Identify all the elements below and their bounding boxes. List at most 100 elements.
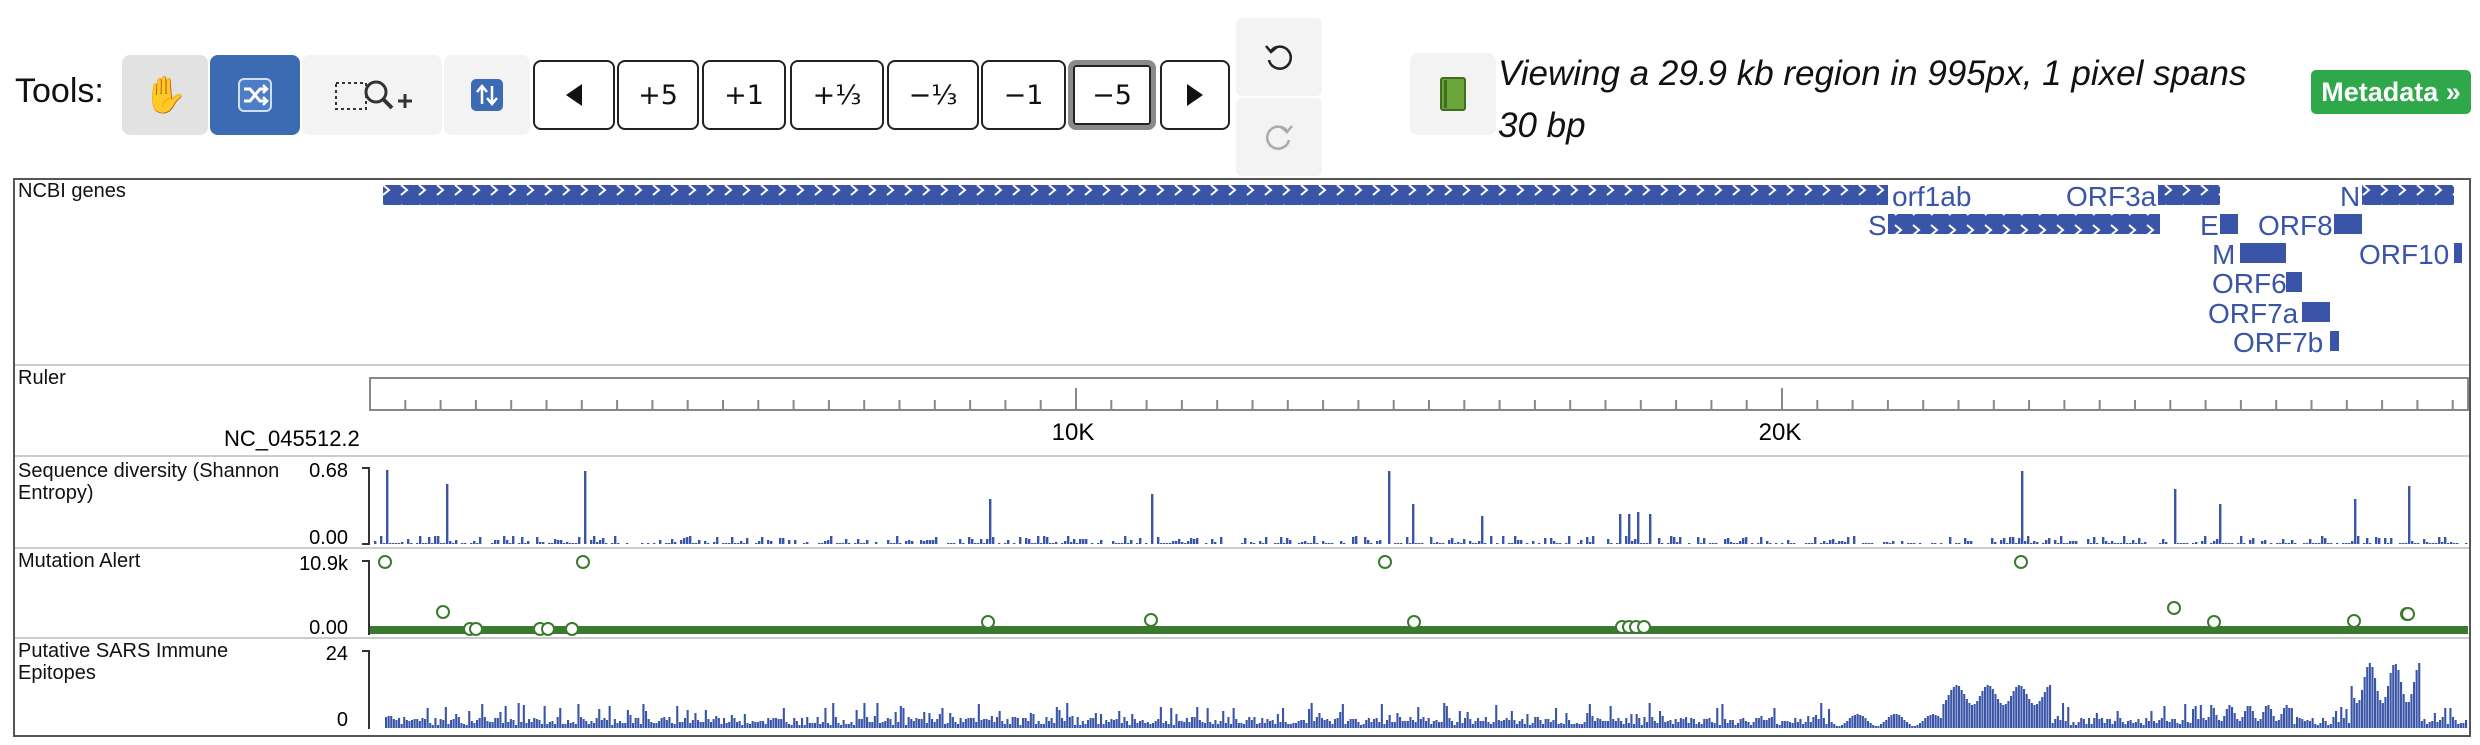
epitope-bar — [1960, 690, 1963, 728]
epitope-bar — [1074, 725, 1077, 728]
diversity-bar — [2165, 542, 2168, 544]
epitope-bar — [2231, 707, 2234, 728]
gene-E[interactable] — [2220, 214, 2238, 234]
epitope-bar — [879, 723, 882, 728]
epitope-bar — [1206, 708, 1209, 728]
diversity-bar — [1184, 543, 1187, 544]
epitope-bar — [429, 723, 432, 728]
pan-tool-button[interactable]: ✋ — [122, 55, 208, 135]
epitope-bar — [736, 722, 739, 728]
zoom-in-1-button[interactable]: +1 — [702, 60, 786, 130]
undo-button[interactable] — [1236, 18, 1322, 96]
zoom-out-third-button[interactable]: −⅓ — [887, 60, 979, 130]
epitope-bar — [2340, 707, 2343, 728]
epitope-bar — [1768, 718, 1771, 728]
separator — [15, 637, 2469, 639]
redo-button[interactable] — [1236, 98, 1322, 176]
zoom-out-5-button[interactable]: −5 — [1068, 60, 1156, 130]
diversity-bar — [1883, 542, 1886, 544]
epitope-bar — [2041, 697, 2044, 728]
swap-button[interactable] — [444, 55, 530, 135]
epitope-bar — [925, 723, 928, 728]
diversity-bar — [848, 543, 851, 544]
epitope-bar — [1924, 718, 1927, 728]
epitope-bar — [863, 703, 866, 728]
epitope-bar — [1061, 718, 1064, 728]
metadata-button[interactable]: Metadata » — [2311, 70, 2471, 114]
diversity-bar — [2141, 543, 2144, 544]
epitope-bar — [2012, 691, 2015, 728]
diversity-bar — [1145, 543, 1148, 544]
epitope-bar — [1937, 716, 1940, 728]
epitope-bar — [946, 723, 949, 728]
epitope-bar — [1027, 721, 1030, 728]
epitope-bar — [2121, 722, 2124, 728]
diversity-bar — [2192, 543, 2195, 544]
epitope-bar — [941, 708, 944, 728]
epitope-bar — [723, 718, 726, 728]
epitope-bar — [673, 724, 676, 728]
epitope-bar — [554, 724, 557, 728]
epitope-bar — [1594, 721, 1597, 728]
epitope-bar — [1461, 723, 1464, 728]
epitope-bar — [858, 719, 861, 728]
diversity-bar — [1181, 542, 1184, 544]
epitope-bar — [1833, 724, 1836, 728]
diversity-bar — [455, 540, 458, 544]
epitope-bar — [593, 723, 596, 728]
diversity-bar — [842, 543, 845, 544]
epitope-bar — [1014, 717, 1017, 728]
epitope-bar — [457, 717, 460, 728]
epitope-bar — [2077, 722, 2080, 728]
diversity-bar — [599, 540, 602, 544]
diversity-bar — [401, 542, 404, 544]
gene-ORF8[interactable] — [2334, 214, 2362, 234]
epitope-bar — [450, 720, 453, 728]
epitope-bar — [418, 721, 421, 728]
epitope-bar — [1097, 724, 1100, 728]
zoom-in-5-button[interactable]: +5 — [617, 60, 699, 130]
epitope-bar — [1414, 722, 1417, 728]
shuffle-tool-button[interactable] — [210, 55, 300, 135]
gene-ORF7a[interactable] — [2302, 302, 2330, 322]
gene-ORF7b[interactable] — [2330, 331, 2339, 351]
gene-ORF10[interactable] — [2454, 243, 2462, 263]
mutation-marker — [565, 622, 579, 636]
epitope-bar — [1393, 722, 1396, 728]
epitope-bar — [489, 722, 492, 728]
epitope-bar — [2106, 719, 2109, 728]
epitope-bar — [564, 724, 567, 728]
diversity-bar — [2282, 539, 2285, 544]
epitope-bar — [2199, 705, 2202, 728]
diversity-bar — [1265, 537, 1268, 544]
epitope-bar — [1019, 725, 1022, 728]
epitope-bar — [821, 722, 824, 728]
gene-M[interactable] — [2240, 243, 2286, 263]
rubberband-zoom-button[interactable] — [302, 55, 442, 135]
epitope-bar — [707, 719, 710, 728]
epitope-bar — [1084, 724, 1087, 728]
epitope-bar — [494, 718, 497, 728]
zoom-out-1-button[interactable]: −1 — [981, 60, 1066, 130]
diversity-bar — [2132, 540, 2135, 544]
epitope-bar — [2423, 719, 2426, 728]
book-icon — [1440, 77, 1466, 111]
epitope-bar — [907, 717, 910, 728]
zoom-in-third-button[interactable]: +⅓ — [790, 60, 884, 130]
epitope-bar — [938, 714, 941, 728]
diversity-bar — [671, 539, 674, 544]
diversity-bar — [2030, 543, 2033, 544]
pan-left-button[interactable] — [533, 60, 615, 130]
book-button[interactable] — [1410, 53, 1496, 135]
pan-right-button[interactable] — [1160, 60, 1230, 130]
gene-ORF6[interactable] — [2286, 272, 2302, 292]
diversity-bar — [1121, 543, 1124, 544]
diversity-bar — [2450, 542, 2453, 544]
epitope-bar — [738, 721, 741, 728]
diversity-bar — [728, 543, 731, 544]
diversity-bar — [1556, 543, 1559, 544]
diversity-bar — [2075, 541, 2078, 544]
epitope-bar — [1412, 720, 1415, 728]
diversity-bar — [2447, 543, 2450, 544]
diversity-bar — [2387, 543, 2390, 544]
